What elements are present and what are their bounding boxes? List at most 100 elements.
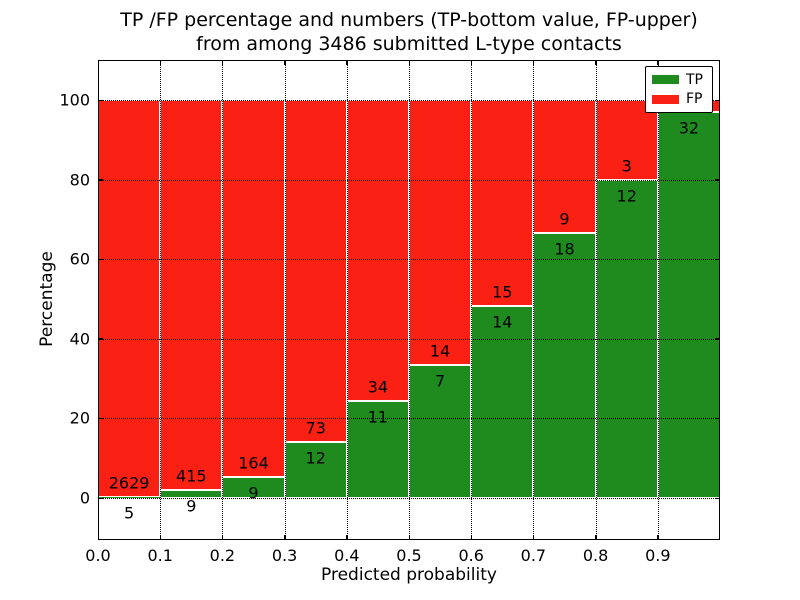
legend-entry: FP (652, 92, 706, 106)
x-tick-label: 0.0 (85, 546, 111, 565)
x-tick-mark (532, 535, 535, 540)
bar-segment-fp (98, 100, 161, 498)
x-tick-label: 0.1 (147, 546, 173, 565)
x-tick-mark (221, 60, 224, 65)
vertical-gridline (284, 60, 286, 540)
bar-segment-fp (595, 100, 658, 180)
vertical-gridline (409, 60, 410, 540)
x-tick-label: 0.2 (209, 546, 236, 565)
bar-count-label-fp: 34 (367, 377, 389, 397)
x-tick-mark (346, 535, 348, 540)
vertical-gridline (222, 60, 224, 540)
bar-segment-fp (284, 100, 347, 442)
x-tick-mark (532, 60, 535, 65)
x-tick-label: 0.8 (582, 546, 609, 565)
bar-segment-fp (160, 100, 223, 490)
x-tick-label: 0.5 (396, 546, 422, 565)
horizontal-gridline (98, 498, 720, 499)
x-tick-mark (470, 60, 473, 65)
x-tick-mark (159, 60, 162, 65)
bar-segment-fp (222, 100, 285, 478)
y-tick-mark (715, 338, 720, 340)
horizontal-gridline (98, 100, 720, 101)
legend-swatch-tp (652, 75, 679, 85)
bar-segment-tp (284, 441, 347, 498)
x-tick-mark (97, 60, 99, 65)
bar-count-label-tp: 9 (186, 496, 197, 516)
bar-count-label-tp: 11 (367, 407, 389, 427)
horizontal-gridline (98, 179, 720, 181)
y-tick-label: 60 (69, 249, 90, 269)
horizontal-gridline (98, 418, 720, 420)
x-tick-label: 0.9 (645, 546, 671, 565)
bar-count-label-fp: 15 (492, 282, 513, 302)
legend-label: FP (686, 91, 703, 108)
x-tick-mark (657, 535, 659, 540)
bar-count-label-tp: 18 (554, 239, 575, 259)
chart-title: TP /FP percentage and numbers (TP-bottom… (98, 8, 720, 56)
y-tick-label: 0 (79, 488, 90, 508)
horizontal-gridline (98, 338, 720, 340)
x-tick-mark (657, 60, 659, 65)
y-tick-mark (715, 417, 720, 420)
bar-count-label-tp: 12 (305, 448, 326, 468)
y-tick-label: 80 (69, 170, 90, 190)
x-tick-label: 0.3 (271, 546, 298, 565)
y-tick-mark (98, 258, 103, 261)
bar-segment-fp (346, 100, 409, 401)
bar-count-label-fp: 14 (429, 341, 451, 361)
y-tick-label: 100 (59, 90, 90, 110)
x-tick-mark (284, 535, 286, 540)
legend-swatch-fp (652, 94, 679, 104)
x-tick-mark (408, 535, 410, 540)
bar-count-label-fp: 415 (176, 466, 207, 486)
chart-title-line2: from among 3486 submitted L-type contact… (196, 33, 622, 55)
bar-count-label-fp: 73 (305, 418, 326, 438)
legend-entry: TP (652, 73, 706, 87)
bar-count-label-fp: 9 (559, 209, 570, 229)
bar-count-label-fp: 3 (621, 156, 632, 176)
x-tick-label: 0.4 (334, 546, 360, 565)
vertical-gridline (160, 60, 162, 540)
y-tick-mark (98, 338, 103, 340)
horizontal-gridline (98, 259, 720, 261)
y-tick-mark (98, 417, 103, 420)
vertical-gridline (657, 60, 659, 540)
bar-segment-tp (98, 497, 161, 498)
x-tick-mark (470, 535, 473, 540)
x-tick-mark (595, 60, 597, 65)
x-tick-mark (346, 60, 348, 65)
bar-count-label-tp: 14 (492, 312, 513, 332)
legend-label: TP (686, 71, 703, 88)
y-tick-mark (715, 179, 720, 181)
y-tick-mark (715, 497, 720, 499)
x-tick-mark (284, 60, 286, 65)
y-axis-label: Percentage (37, 251, 57, 347)
x-tick-mark (595, 535, 597, 540)
bar-count-label-tp: 9 (248, 483, 259, 503)
bar-segment-tp (471, 305, 534, 498)
y-tick-mark (715, 258, 720, 261)
bar-segment-fp (471, 100, 534, 306)
vertical-gridline (533, 60, 535, 540)
x-axis-label: Predicted probability (321, 565, 497, 585)
vertical-gridline (471, 60, 473, 540)
legend: TP FP (645, 66, 713, 113)
bar-segment-fp (533, 100, 596, 233)
vertical-gridline (98, 60, 99, 540)
bar-count-label-fp: 164 (238, 453, 269, 473)
vertical-gridline (595, 60, 597, 540)
y-tick-label: 20 (69, 408, 90, 428)
bar-segment-tp (409, 365, 472, 498)
bar-segment-tp (533, 232, 596, 498)
y-tick-mark (98, 179, 103, 181)
bar-count-label-tp: 12 (616, 186, 637, 206)
x-tick-label: 0.6 (458, 546, 484, 565)
x-tick-mark (408, 60, 410, 65)
bar-segment-fp (409, 100, 472, 366)
bar-count-label-tp: 7 (435, 371, 446, 391)
chart-title-line1: TP /FP percentage and numbers (TP-bottom… (120, 9, 698, 31)
y-tick-mark (715, 99, 720, 101)
x-tick-mark (97, 535, 99, 540)
